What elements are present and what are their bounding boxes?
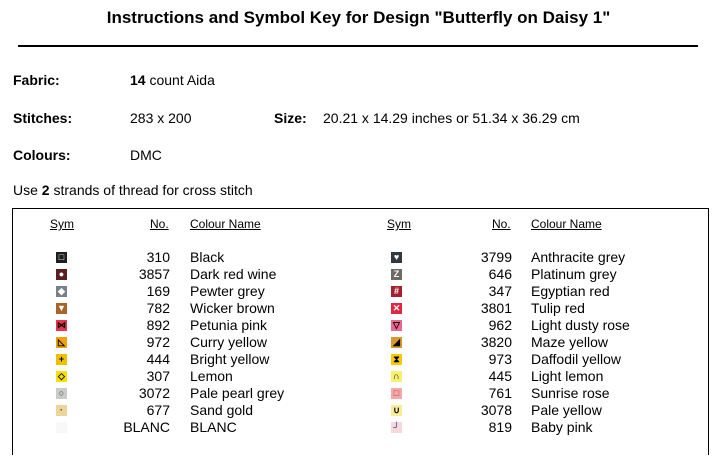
symbol-3857-icon: ● xyxy=(56,269,67,280)
colour-name: Wicker brown xyxy=(190,300,275,316)
symbol-3820-icon: ◢ xyxy=(391,337,402,348)
dmc-number: 169 xyxy=(146,283,170,299)
symbol-key-table xyxy=(12,208,709,455)
dmc-number: 3072 xyxy=(138,385,170,401)
fabric-type: count Aida xyxy=(149,72,215,88)
dmc-number: 761 xyxy=(488,385,512,401)
header-no-right: No. xyxy=(492,217,511,231)
dmc-number: 444 xyxy=(146,351,170,367)
colour-name: Pale yellow xyxy=(531,402,602,418)
dmc-number: 347 xyxy=(488,283,512,299)
symbol-972-icon: ◺ xyxy=(56,337,67,348)
symbol-962-icon: ▽ xyxy=(391,320,402,331)
header-sym-right: Sym xyxy=(387,217,411,231)
dmc-number: 646 xyxy=(488,266,512,282)
dmc-number: 972 xyxy=(146,334,170,350)
colour-name: Egyptian red xyxy=(531,283,610,299)
dmc-number: 3801 xyxy=(480,300,512,316)
size-value: 20.21 x 14.29 inches or 51.34 x 36.29 cm xyxy=(323,110,580,126)
symbol-3078-icon: ∪ xyxy=(391,405,402,416)
symbol-3801-icon: ✕ xyxy=(391,303,402,314)
colour-name: Bright yellow xyxy=(190,351,270,367)
dmc-number: 677 xyxy=(146,402,170,418)
colour-name: Baby pink xyxy=(531,419,593,435)
dmc-number: 892 xyxy=(146,317,170,333)
symbol-3799-icon: ♥ xyxy=(391,252,402,263)
colour-name: Curry yellow xyxy=(190,334,268,350)
fabric-count: 14 xyxy=(130,72,146,88)
strands-post: strands of thread for cross stitch xyxy=(53,182,253,198)
dmc-number: 973 xyxy=(488,351,512,367)
colour-name: Light lemon xyxy=(531,368,604,384)
symbol-347-icon: # xyxy=(391,286,402,297)
dmc-number: 307 xyxy=(146,368,170,384)
colour-name: Pale pearl grey xyxy=(190,385,285,401)
colours-value: DMC xyxy=(130,147,162,163)
colour-name: Petunia pink xyxy=(190,317,268,333)
strands-instruction: Use 2 strands of thread for cross stitch xyxy=(13,182,253,198)
size-label: Size: xyxy=(274,110,307,126)
fabric-value: 14 count Aida xyxy=(130,72,215,88)
colour-name: Light dusty rose xyxy=(531,317,630,333)
dmc-number: 962 xyxy=(488,317,512,333)
strands-pre: Use xyxy=(13,182,38,198)
symbol-892-icon: ⋈ xyxy=(56,320,67,331)
symbol-3072-icon: ○ xyxy=(56,388,67,399)
colour-name: Lemon xyxy=(190,368,233,384)
symbol-444-icon: + xyxy=(56,354,67,365)
header-sym-left: Sym xyxy=(50,217,74,231)
dmc-number: 3078 xyxy=(480,402,512,418)
colours-label: Colours: xyxy=(13,147,71,163)
symbol-310-icon: □ xyxy=(56,252,67,263)
dmc-number: 819 xyxy=(488,419,512,435)
symbol-677-icon: · xyxy=(56,405,67,416)
symbol-819-icon: ┘ xyxy=(391,422,402,433)
dmc-number: 782 xyxy=(146,300,170,316)
colour-name: Dark red wine xyxy=(190,266,277,282)
colour-name: Pewter grey xyxy=(190,283,265,299)
dmc-number: 3799 xyxy=(480,249,512,265)
header-name-right: Colour Name xyxy=(531,217,602,231)
symbol-973-icon: ⧗ xyxy=(391,354,402,365)
colour-name: BLANC xyxy=(190,419,237,435)
colour-name: Black xyxy=(190,249,225,265)
fabric-label: Fabric: xyxy=(13,72,60,88)
symbol-307-icon: ◇ xyxy=(56,371,67,382)
header-name-left: Colour Name xyxy=(190,217,261,231)
strands-count: 2 xyxy=(41,182,50,198)
stitches-label: Stitches: xyxy=(13,110,73,126)
symbol-445-icon: ∩ xyxy=(391,371,402,382)
symbol-646-icon: Z xyxy=(391,269,402,280)
stitches-value: 283 x 200 xyxy=(130,110,192,126)
colour-name: Tulip red xyxy=(531,300,585,316)
symbol-blanc-icon xyxy=(56,422,67,433)
symbol-761-icon: □ xyxy=(391,388,402,399)
colour-name: Sunrise rose xyxy=(531,385,610,401)
colour-name: Sand gold xyxy=(190,402,254,418)
dmc-number: 310 xyxy=(146,249,170,265)
symbol-782-icon: ▼ xyxy=(56,303,67,314)
colour-name: Daffodil yellow xyxy=(531,351,622,367)
title-divider xyxy=(18,45,698,47)
dmc-number: 3857 xyxy=(138,266,170,282)
colour-name: Anthracite grey xyxy=(531,249,626,265)
header-no-left: No. xyxy=(150,217,169,231)
symbol-169-icon: ◆ xyxy=(56,286,67,297)
dmc-number: BLANC xyxy=(123,419,170,435)
dmc-number: 3820 xyxy=(480,334,512,350)
dmc-number: 445 xyxy=(488,368,512,384)
colour-name: Platinum grey xyxy=(531,266,617,282)
page-title: Instructions and Symbol Key for Design "… xyxy=(106,8,611,27)
colour-name: Maze yellow xyxy=(531,334,609,350)
